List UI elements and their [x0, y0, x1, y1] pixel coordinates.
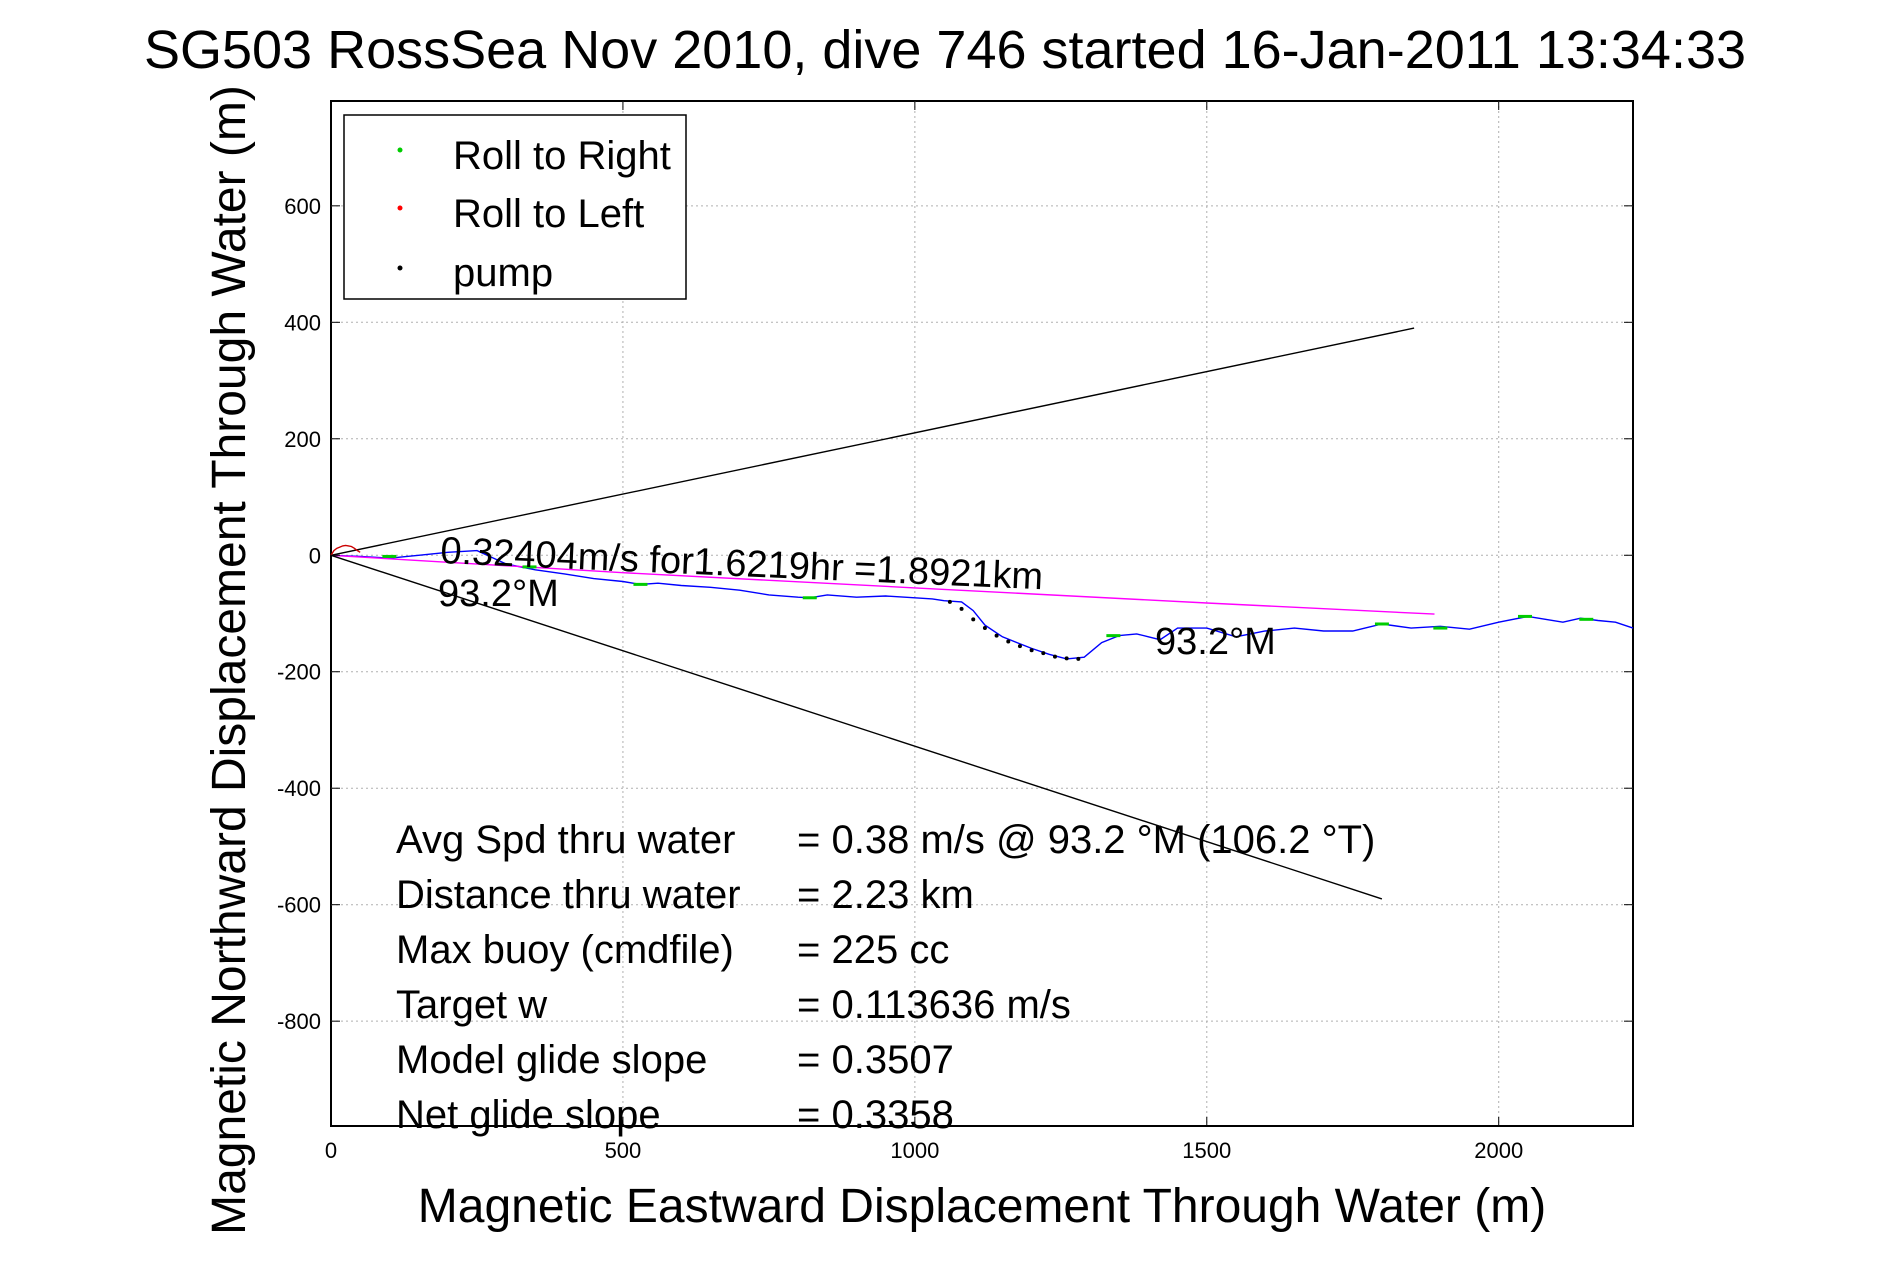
- x-tick-label: 2000: [1474, 1138, 1523, 1163]
- pump-point: [1017, 644, 1022, 649]
- stat-label: Max buoy (cmdfile): [396, 928, 734, 972]
- marker-group: [382, 554, 1594, 661]
- legend-label-pump: pump: [453, 251, 553, 295]
- x-axis-label: Magnetic Eastward Displacement Through W…: [418, 1180, 1546, 1233]
- pump-point: [1064, 656, 1069, 661]
- pump-point: [994, 633, 999, 638]
- legend-marker-roll-right: [397, 147, 403, 153]
- legend-label-roll-left: Roll to Left: [453, 192, 644, 236]
- pump-point: [971, 617, 976, 622]
- pump-point: [959, 606, 964, 611]
- y-tick-label: -400: [277, 776, 321, 801]
- stat-value: = 225 cc: [797, 928, 949, 972]
- stat-label: Net glide slope: [396, 1093, 661, 1137]
- stat-value: = 2.23 km: [797, 873, 974, 917]
- y-tick-label: -800: [277, 1009, 321, 1034]
- stat-label: Target w: [396, 983, 547, 1027]
- legend: Roll to Right Roll to Left pump: [343, 114, 687, 300]
- legend-marker-pump: [397, 265, 403, 271]
- pump-point: [1041, 651, 1046, 656]
- stat-value: = 0.113636 m/s: [797, 983, 1071, 1027]
- y-tick-label: 600: [284, 194, 321, 219]
- y-tick-label: 400: [284, 310, 321, 335]
- chart-title: SG503 RossSea Nov 2010, dive 746 started…: [144, 20, 1746, 80]
- x-tick-label: 1000: [890, 1138, 939, 1163]
- stat-label: Distance thru water: [396, 873, 741, 917]
- series-line: [330, 544, 361, 556]
- x-tick-label: 500: [605, 1138, 642, 1163]
- tick-labels: 0 500 1000 1500 20006004002000-200-400-600-8…: [277, 101, 1633, 1163]
- y-tick-label: 200: [284, 427, 321, 452]
- series-line: [330, 554, 1383, 900]
- x-tick-label: 0: [325, 1138, 337, 1163]
- x-tick-label: 1500: [1182, 1138, 1231, 1163]
- legend-label-roll-right: Roll to Right: [453, 134, 671, 178]
- heading-annotation-left: 93.2°M: [438, 573, 559, 615]
- heading-annotation-right: 93.2°M: [1155, 621, 1276, 663]
- pump-point: [1076, 656, 1081, 661]
- pump-point: [982, 626, 987, 631]
- y-tick-label: -200: [277, 660, 321, 685]
- series-line: [330, 549, 1634, 660]
- legend-marker-roll-left: [397, 205, 403, 211]
- stat-label: Model glide slope: [396, 1038, 707, 1082]
- y-axis-label: Magnetic Northward Displacement Through …: [203, 85, 256, 1235]
- stat-value: = 0.38 m/s @ 93.2 °M (106.2 °T): [797, 818, 1375, 862]
- pump-point: [1052, 654, 1057, 659]
- stats-block: Avg Spd thru water = 0.38 m/s @ 93.2 °M …: [396, 818, 1375, 1137]
- y-tick-label: 0: [309, 543, 321, 568]
- stat-value: = 0.3358: [797, 1093, 954, 1137]
- stat-value: = 0.3507: [797, 1038, 954, 1082]
- pump-point: [947, 599, 952, 604]
- pump-point: [1029, 648, 1034, 653]
- y-tick-label: -600: [277, 893, 321, 918]
- series-line: [330, 327, 1415, 556]
- stat-label: Avg Spd thru water: [396, 818, 735, 862]
- pump-point: [1006, 639, 1011, 644]
